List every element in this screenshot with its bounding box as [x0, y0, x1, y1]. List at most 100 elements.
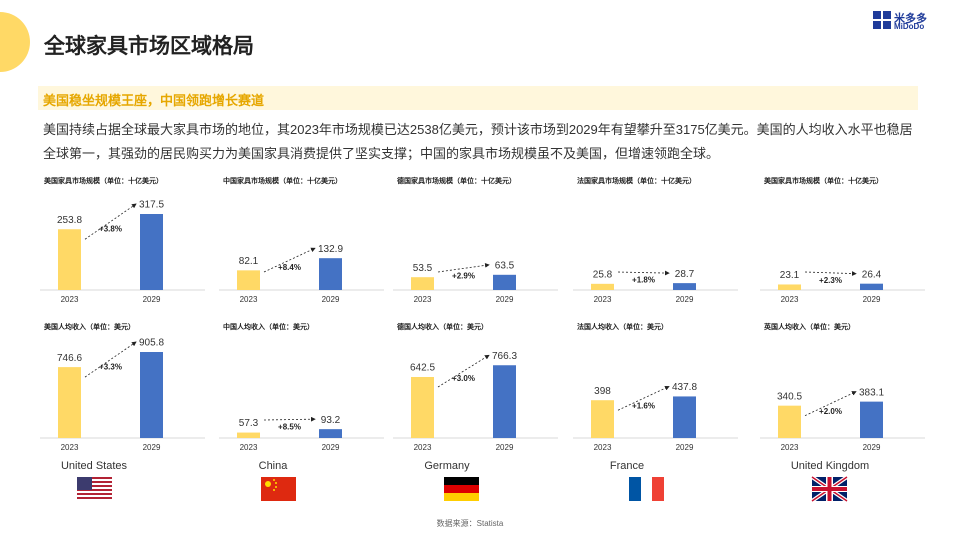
- value-label: 93.2: [321, 415, 341, 426]
- country-label: China: [259, 460, 289, 472]
- flag-france: [629, 477, 664, 501]
- bar: [673, 283, 696, 290]
- chart-title: 英国人均收入（单位：美元）: [763, 322, 855, 331]
- chart-title: 法国人均收入（单位：美元）: [577, 322, 668, 331]
- x-tick-label: 2023: [781, 443, 799, 452]
- value-label: 63.5: [495, 260, 515, 271]
- logo: 米多多 MiDoDo: [872, 10, 927, 35]
- value-label: 766.3: [492, 351, 517, 362]
- value-label: 383.1: [859, 387, 884, 398]
- x-tick-label: 2029: [496, 443, 514, 452]
- growth-arrow: [437, 262, 490, 273]
- chart-title: 美国家具市场规模（单位：十亿美元）: [764, 176, 883, 185]
- logo-name: 米多多: [894, 13, 927, 25]
- x-tick-label: 2029: [496, 295, 514, 304]
- value-label: 398: [594, 386, 611, 397]
- bar: [591, 283, 614, 290]
- x-tick-label: 2029: [322, 443, 340, 452]
- x-tick-label: 2029: [676, 443, 694, 452]
- x-tick-label: 2029: [143, 295, 161, 304]
- bar: [58, 229, 81, 290]
- x-tick-label: 2029: [143, 443, 161, 452]
- x-tick-label: 2023: [240, 295, 258, 304]
- x-tick-label: 2029: [322, 295, 340, 304]
- chart-title: 美国家具市场规模（单位：十亿美元）: [44, 176, 163, 185]
- bar: [860, 283, 883, 290]
- x-tick-label: 2023: [414, 443, 432, 452]
- x-tick-label: 2023: [414, 295, 432, 304]
- value-label: 26.4: [862, 269, 882, 280]
- growth-label: +8.4%: [278, 263, 301, 272]
- chart-title: 法国家具市场规模（单位：十亿美元）: [577, 176, 696, 185]
- growth-label: +1.6%: [632, 401, 655, 410]
- bar: [493, 365, 516, 438]
- paragraph: 美国持续占据全球最大家具市场的地位，其2023年市场规模已达2538亿美元，预计…: [43, 122, 913, 161]
- value-label: 57.3: [239, 418, 259, 429]
- value-label: 23.1: [780, 270, 800, 281]
- value-label: 132.9: [318, 244, 343, 255]
- bar: [493, 274, 516, 290]
- x-tick-label: 2023: [594, 295, 612, 304]
- chart-title: 美国人均收入（单位：美元）: [44, 322, 135, 331]
- value-label: 28.7: [675, 269, 695, 280]
- value-label: 437.8: [672, 382, 697, 393]
- bar: [591, 400, 614, 438]
- value-label: 253.8: [57, 215, 82, 226]
- logo-icon: [873, 11, 891, 29]
- value-label: 642.5: [410, 363, 435, 374]
- bar: [140, 352, 163, 438]
- growth-arrow: [263, 247, 316, 273]
- bar: [778, 284, 801, 290]
- bar: [673, 396, 696, 438]
- x-tick-label: 2029: [863, 295, 881, 304]
- growth-arrow: [617, 385, 670, 411]
- x-tick-label: 2023: [781, 295, 799, 304]
- bar: [860, 401, 883, 438]
- chart-title: 德国人均收入（单位：美元）: [397, 322, 488, 331]
- bar: [778, 405, 801, 438]
- country-label: France: [610, 460, 644, 472]
- value-label: 317.5: [139, 200, 164, 211]
- growth-label: +3.3%: [99, 363, 122, 372]
- value-label: 25.8: [593, 269, 613, 280]
- subtitle-box: 美国稳坐规模王座，中国领跑增长赛道: [38, 86, 918, 110]
- growth-label: +3.8%: [99, 225, 122, 234]
- value-label: 82.1: [239, 256, 259, 267]
- bar: [237, 432, 260, 438]
- chart-title: 中国人均收入（单位：美元）: [223, 322, 314, 331]
- country-label: Germany: [424, 460, 470, 472]
- growth-label: +2.0%: [819, 407, 842, 416]
- growth-label: +8.5%: [278, 423, 301, 432]
- x-tick-label: 2029: [863, 443, 881, 452]
- x-tick-label: 2023: [61, 295, 79, 304]
- bar: [237, 270, 260, 290]
- bar: [319, 429, 342, 438]
- country-label: United Kingdom: [791, 460, 869, 472]
- value-label: 746.6: [57, 353, 82, 364]
- flag-uk: [810, 475, 849, 503]
- bar: [319, 258, 342, 290]
- x-tick-label: 2023: [61, 443, 79, 452]
- value-label: 53.5: [413, 263, 433, 274]
- chart-title: 中国家具市场规模（单位：十亿美元）: [223, 176, 342, 185]
- x-tick-label: 2023: [594, 443, 612, 452]
- value-label: 340.5: [777, 391, 802, 402]
- bar: [411, 376, 434, 438]
- growth-arrow: [263, 416, 316, 422]
- growth-arrow: [84, 203, 137, 240]
- source: 数据来源：Statista: [436, 519, 504, 528]
- growth-arrow: [804, 391, 857, 417]
- flag-us: [77, 477, 112, 501]
- subtitle: 美国稳坐规模王座，中国领跑增长赛道: [43, 93, 265, 108]
- growth-arrow: [804, 271, 857, 276]
- x-tick-label: 2023: [240, 443, 258, 452]
- bar: [411, 277, 434, 290]
- chart-title: 德国家具市场规模（单位：十亿美元）: [397, 176, 516, 185]
- growth-label: +3.0%: [452, 374, 475, 383]
- x-tick-label: 2029: [676, 295, 694, 304]
- bar: [140, 214, 163, 290]
- slide-title: 全球家具市场区域格局: [44, 35, 254, 58]
- decor-circle: [0, 12, 30, 72]
